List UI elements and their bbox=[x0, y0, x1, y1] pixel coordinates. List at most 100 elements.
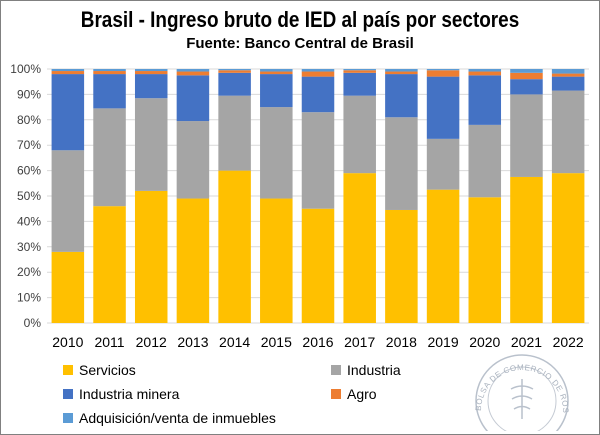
bar-segment bbox=[218, 95, 251, 171]
legend-label: Agro bbox=[347, 386, 377, 402]
x-tick-label: 2014 bbox=[219, 334, 250, 350]
bar-segment bbox=[51, 71, 85, 75]
bar-segment bbox=[510, 72, 543, 80]
watermark-seal: BOLSA DE COMERCIO DE ROSARIO bbox=[467, 349, 570, 431]
bar-segment bbox=[301, 208, 335, 323]
legend-swatch bbox=[331, 365, 341, 375]
bar-segment bbox=[343, 70, 376, 73]
bar-segment bbox=[260, 71, 293, 75]
bar-segment bbox=[176, 71, 210, 76]
bar-segment bbox=[343, 95, 376, 174]
legend-swatch bbox=[63, 365, 73, 375]
y-tick-label: 10% bbox=[17, 291, 41, 305]
x-tick-label: 2017 bbox=[344, 334, 375, 350]
x-tick-label: 2010 bbox=[52, 334, 83, 350]
bar-segment bbox=[176, 75, 210, 122]
bar-segment bbox=[134, 69, 168, 72]
bar-segment bbox=[343, 173, 376, 323]
bar-segment bbox=[510, 94, 543, 177]
x-tick-label: 2015 bbox=[261, 334, 292, 350]
bar-segment bbox=[301, 112, 335, 209]
bar-segment bbox=[426, 69, 460, 71]
bar-segment bbox=[385, 74, 418, 118]
legend-swatch bbox=[63, 413, 73, 423]
bar-segment bbox=[426, 70, 460, 77]
bar-segment bbox=[551, 90, 585, 174]
bar-segment bbox=[385, 209, 418, 323]
bar-segment bbox=[385, 71, 418, 75]
y-tick-label: 60% bbox=[17, 164, 41, 178]
bar-segment bbox=[176, 198, 210, 323]
bar-segment bbox=[134, 74, 168, 99]
legend-label: Industria bbox=[347, 362, 401, 378]
bar-segment bbox=[343, 69, 376, 71]
bar-segment bbox=[176, 121, 210, 199]
bar-segment bbox=[551, 69, 585, 74]
bar-segment bbox=[260, 69, 293, 72]
legend-label: Servicios bbox=[79, 362, 136, 378]
y-tick-label: 20% bbox=[17, 265, 41, 279]
bar-segment bbox=[426, 189, 460, 323]
bar-segment bbox=[134, 71, 168, 75]
bar-segment bbox=[93, 206, 126, 323]
bar-segment bbox=[93, 74, 126, 109]
bar-segment bbox=[51, 150, 85, 252]
bar-segment bbox=[93, 69, 126, 72]
bar-segment bbox=[218, 72, 251, 96]
bar-segment bbox=[468, 75, 502, 125]
bar-segment bbox=[551, 76, 585, 91]
bar-segment bbox=[134, 98, 168, 191]
bar-segment bbox=[385, 117, 418, 210]
chart-title: Brasil - Ingreso bruto de IED al país po… bbox=[80, 7, 520, 32]
bar-segment bbox=[51, 69, 85, 72]
x-tick-label: 2016 bbox=[302, 334, 333, 350]
bar-segment bbox=[301, 71, 335, 77]
bar-segment bbox=[301, 69, 335, 72]
bar-segment bbox=[51, 74, 85, 151]
bar-segment bbox=[301, 76, 335, 113]
x-tick-label: 2018 bbox=[386, 334, 417, 350]
bar-segment bbox=[468, 197, 502, 323]
x-tick-label: 2022 bbox=[553, 334, 584, 350]
legend-label: Industria minera bbox=[79, 386, 180, 402]
x-tick-label: 2011 bbox=[94, 334, 124, 350]
svg-text:BOLSA DE COMERCIO DE ROSARIO: BOLSA DE COMERCIO DE ROSARIO bbox=[467, 349, 570, 413]
bar-segment bbox=[260, 198, 293, 323]
x-tick-label: 2020 bbox=[469, 334, 500, 350]
x-tick-label: 2013 bbox=[177, 334, 208, 350]
bar-segment bbox=[510, 69, 543, 73]
bar-segment bbox=[468, 71, 502, 76]
bar-segment bbox=[468, 124, 502, 198]
bar-segment bbox=[51, 251, 85, 323]
legend-swatch bbox=[63, 389, 73, 399]
y-tick-label: 30% bbox=[17, 240, 41, 254]
x-tick-label: 2021 bbox=[511, 334, 542, 350]
bar-segment bbox=[260, 107, 293, 199]
y-tick-label: 50% bbox=[17, 189, 41, 203]
bar-segment bbox=[510, 176, 543, 323]
bar-segment bbox=[426, 138, 460, 190]
bar-segment bbox=[343, 72, 376, 96]
x-tick-label: 2019 bbox=[427, 334, 458, 350]
y-tick-label: 70% bbox=[17, 138, 41, 152]
bar-segment bbox=[93, 108, 126, 207]
bar-segment bbox=[510, 79, 543, 95]
legend-swatch bbox=[331, 389, 341, 399]
caduceus-icon bbox=[510, 379, 534, 419]
bar-segment bbox=[260, 74, 293, 108]
bar-segment bbox=[218, 69, 251, 71]
bar-segment bbox=[134, 190, 168, 323]
y-tick-label: 100% bbox=[10, 62, 41, 76]
legend-label: Adquisición/venta de inmuebles bbox=[79, 410, 276, 426]
x-tick-label: 2012 bbox=[136, 334, 167, 350]
bar-segment bbox=[176, 69, 210, 72]
bar-segment bbox=[426, 76, 460, 139]
bar-segment bbox=[218, 170, 251, 323]
y-tick-label: 0% bbox=[24, 316, 42, 330]
bar-segment bbox=[93, 71, 126, 75]
bar-segment bbox=[468, 69, 502, 72]
y-tick-label: 40% bbox=[17, 214, 41, 228]
bar-segment bbox=[218, 70, 251, 73]
chart-subtitle: Fuente: Banco Central de Brasil bbox=[186, 35, 414, 52]
